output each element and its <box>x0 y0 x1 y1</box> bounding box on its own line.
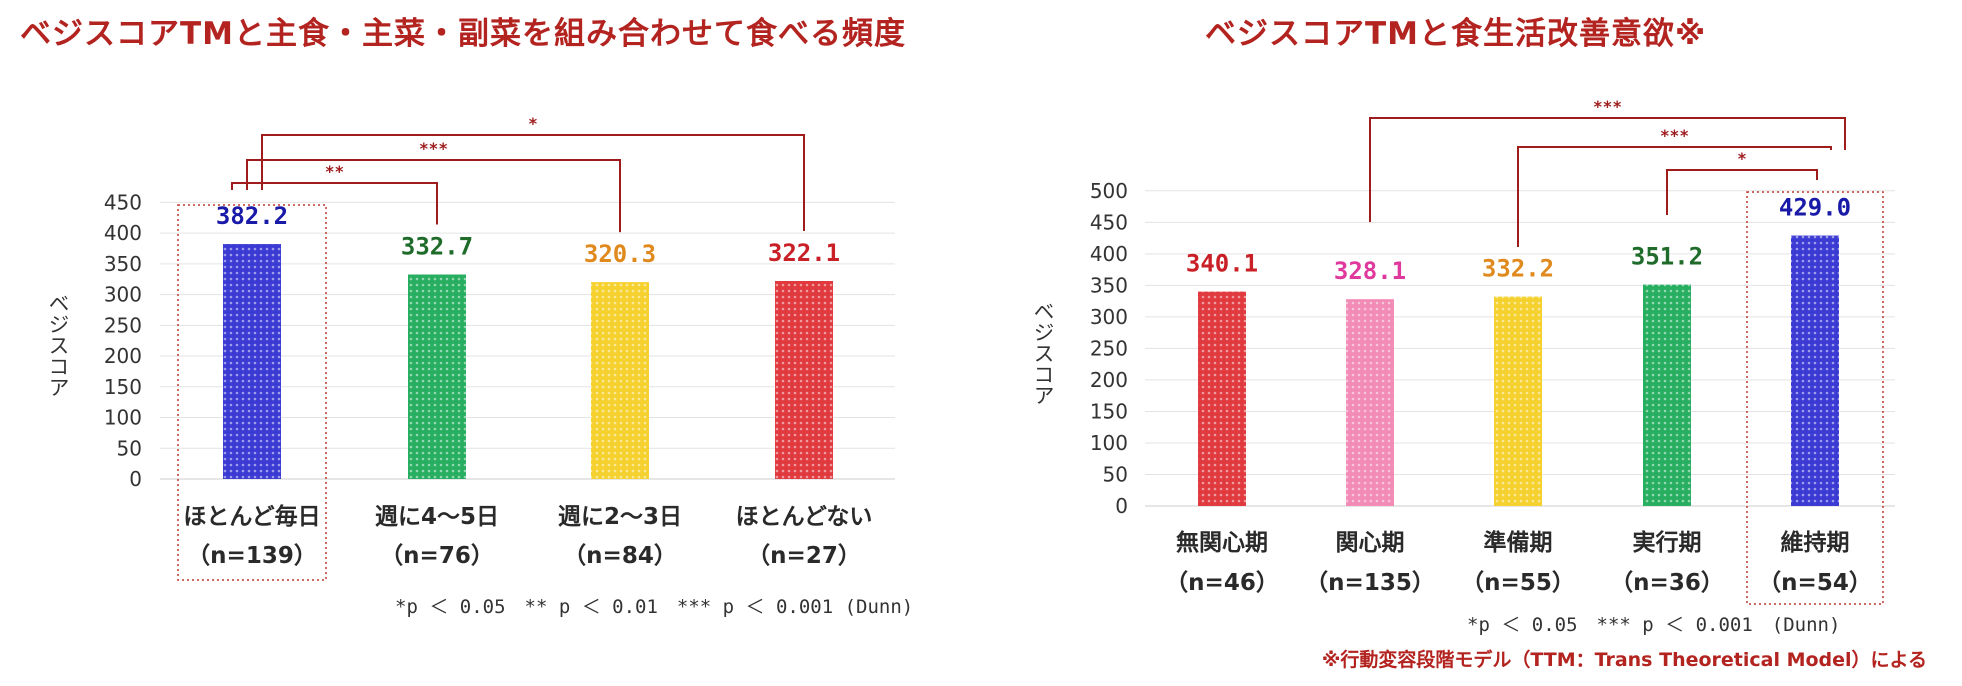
category-label: 維持期 <box>1781 529 1850 556</box>
bar-pattern <box>1791 235 1839 506</box>
footnote: ※行動変容段階モデル（TTM：Trans Theoretical Model）に… <box>1322 648 1927 671</box>
y-tick-label: 50 <box>117 436 142 460</box>
significance-label: * <box>1737 149 1747 168</box>
data-label: 320.3 <box>584 240 656 268</box>
sample-size-label: （n=76） <box>380 542 494 569</box>
significance-bracket <box>1369 117 1846 222</box>
bar-pattern <box>1494 296 1542 506</box>
y-tick-label: 300 <box>1090 305 1128 329</box>
data-label: 382.2 <box>216 202 288 230</box>
category-label: ほとんどない <box>736 504 873 530</box>
y-tick-label: 150 <box>1090 399 1128 423</box>
bar-pattern <box>1643 284 1691 506</box>
bar-pattern <box>408 274 466 479</box>
y-tick-label: 0 <box>129 467 142 491</box>
sample-size-label: （n=135） <box>1305 569 1435 596</box>
category-label: ほとんど毎日 <box>183 504 320 530</box>
right-chart-title: ベジスコアTMと食生活改善意欲※ <box>1205 16 1707 52</box>
y-tick-label: 450 <box>104 190 142 214</box>
left-chart-title: ベジスコアTMと主食・主菜・副菜を組み合わせて食べる頻度 <box>20 16 906 52</box>
y-tick-label: 400 <box>1090 242 1128 266</box>
data-label: 340.1 <box>1186 250 1258 278</box>
significance-label: ** <box>325 162 344 181</box>
sample-size-label: （n=84） <box>563 542 677 569</box>
y-tick-label: 0 <box>1115 494 1128 518</box>
bar-pattern <box>1346 299 1394 506</box>
bar-pattern <box>1198 291 1246 506</box>
significance-bracket <box>1666 169 1818 215</box>
data-label: 332.2 <box>1482 255 1554 283</box>
y-tick-label: 500 <box>1090 179 1128 203</box>
data-label: 429.0 <box>1779 194 1851 222</box>
significance-label: * <box>528 114 538 133</box>
y-tick-label: 250 <box>104 313 142 337</box>
y-tick-label: 300 <box>104 283 142 307</box>
sample-size-label: （n=54） <box>1758 569 1872 596</box>
sample-size-label: （n=139） <box>187 542 317 569</box>
highlight-box <box>177 204 327 581</box>
category-label: 無関心期 <box>1176 530 1268 556</box>
highlight-box <box>1746 191 1884 605</box>
right-bar-chart: 0 50 100 150 200 250 300 350 400 450 500 ベジスコア 340.1… <box>1031 97 1895 636</box>
significance-label: *** <box>1660 126 1689 145</box>
y-tick-label: 250 <box>1090 336 1128 360</box>
data-label: 332.7 <box>401 232 473 260</box>
y-tick-label: 100 <box>1090 431 1128 455</box>
significance-label: *** <box>419 139 448 158</box>
y-axis-label: ベジスコア <box>46 293 70 398</box>
y-tick-label: 150 <box>104 375 142 399</box>
category-label: 週に2～3日 <box>558 504 682 530</box>
data-label: 328.1 <box>1334 257 1406 285</box>
p-value-note: *p ＜ 0.05 ** p ＜ 0.01 *** p ＜ 0.001 (Dun… <box>395 596 913 618</box>
y-tick-label: 100 <box>104 406 142 430</box>
y-tick-label: 350 <box>104 252 142 276</box>
sample-size-label: （n=46） <box>1165 569 1279 596</box>
category-label: 準備期 <box>1484 529 1553 556</box>
category-label: 関心期 <box>1336 530 1405 556</box>
y-tick-label: 200 <box>104 344 142 368</box>
bar-pattern <box>223 244 281 479</box>
significance-bracket <box>246 159 621 233</box>
y-tick-label: 50 <box>1103 462 1128 486</box>
left-bar-chart: 0 50 100 150 200 250 300 350 400 450 ベジスコア 382.2 ほとん… <box>46 114 913 618</box>
y-tick-label: 450 <box>1090 210 1128 234</box>
significance-bracket <box>1517 146 1832 247</box>
data-label: 322.1 <box>768 239 840 267</box>
y-tick-label: 350 <box>1090 273 1128 297</box>
significance-label: *** <box>1593 97 1622 116</box>
p-value-note: *p ＜ 0.05 *** p ＜ 0.001 (Dunn) <box>1467 614 1840 636</box>
data-label: 351.2 <box>1631 243 1703 271</box>
y-axis-label: ベジスコア <box>1031 300 1055 405</box>
sample-size-label: （n=36） <box>1610 569 1724 596</box>
sample-size-label: （n=55） <box>1461 569 1575 596</box>
category-label: 実行期 <box>1633 529 1702 556</box>
bar-pattern <box>591 282 649 479</box>
y-tick-label: 400 <box>104 221 142 245</box>
category-label: 週に4～5日 <box>375 504 499 530</box>
y-tick-label: 200 <box>1090 368 1128 392</box>
significance-bracket <box>261 134 805 232</box>
significance-bracket <box>231 182 438 225</box>
sample-size-label: （n=27） <box>747 542 861 569</box>
bar-pattern <box>775 281 833 479</box>
